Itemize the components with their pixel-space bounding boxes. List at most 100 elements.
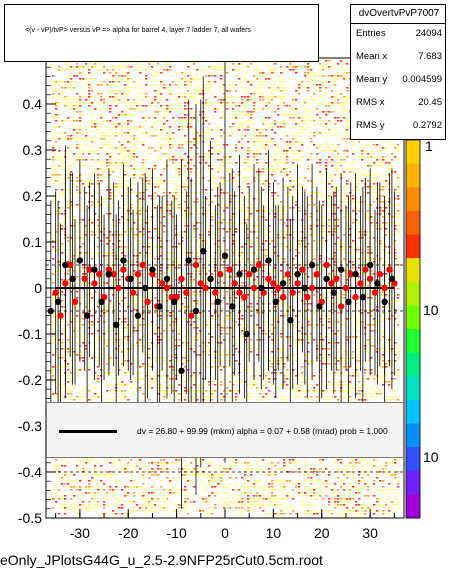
heatmap-cell xyxy=(298,192,301,194)
heatmap-cell xyxy=(298,177,301,179)
heatmap-cell xyxy=(55,138,58,140)
heatmap-cell xyxy=(148,207,151,209)
heatmap-cell xyxy=(265,207,268,209)
heatmap-cell xyxy=(235,276,238,278)
heatmap-cell xyxy=(94,78,97,80)
heatmap-cell xyxy=(88,462,91,464)
heatmap-cell xyxy=(271,96,274,98)
heatmap-cell xyxy=(259,150,262,152)
heatmap-cell xyxy=(250,63,253,65)
heatmap-cell xyxy=(109,168,112,170)
heatmap-cell xyxy=(205,513,208,515)
heatmap-cell xyxy=(124,393,127,395)
heatmap-cell xyxy=(208,138,211,140)
heatmap-cell xyxy=(73,291,76,293)
heatmap-cell xyxy=(94,66,97,68)
heatmap-cell xyxy=(229,390,232,392)
heatmap-cell xyxy=(214,381,217,383)
heatmap-cell xyxy=(274,159,277,161)
heatmap-cell xyxy=(229,168,232,170)
heatmap-cell xyxy=(73,486,76,488)
heatmap-cell xyxy=(121,66,124,68)
heatmap-cell xyxy=(187,345,190,347)
heatmap-cell xyxy=(157,72,160,74)
heatmap-cell xyxy=(109,108,112,110)
heatmap-cell xyxy=(67,480,70,482)
heatmap-cell xyxy=(262,120,265,122)
heatmap-cell xyxy=(61,93,64,95)
heatmap-cell xyxy=(307,477,310,479)
heatmap-cell xyxy=(301,105,304,107)
heatmap-cell xyxy=(214,504,217,506)
heatmap-cell xyxy=(205,360,208,362)
heatmap-cell xyxy=(124,195,127,197)
heatmap-cell xyxy=(307,501,310,503)
heatmap-cell xyxy=(208,228,211,230)
heatmap-cell xyxy=(295,69,298,71)
heatmap-cell xyxy=(79,96,82,98)
heatmap-cell xyxy=(199,207,202,209)
heatmap-cell xyxy=(61,318,64,320)
heatmap-cell xyxy=(211,318,214,320)
heatmap-cell xyxy=(283,237,286,239)
heatmap-cell xyxy=(124,249,127,251)
heatmap-cell xyxy=(166,141,169,143)
heatmap-cell xyxy=(133,309,136,311)
heatmap-cell xyxy=(298,102,301,104)
heatmap-cell xyxy=(184,117,187,119)
heatmap-cell xyxy=(193,228,196,230)
heatmap-cell xyxy=(130,477,133,479)
heatmap-cell xyxy=(205,324,208,326)
heatmap-cell xyxy=(307,225,310,227)
heatmap-cell xyxy=(106,252,109,254)
heatmap-cell xyxy=(136,213,139,215)
heatmap-cell xyxy=(103,81,106,83)
heatmap-cell xyxy=(235,339,238,341)
heatmap-cell xyxy=(76,69,79,71)
heatmap-cell xyxy=(91,78,94,80)
heatmap-cell xyxy=(61,120,64,122)
heatmap-cell xyxy=(298,339,301,341)
heatmap-cell xyxy=(244,261,247,263)
heatmap-cell xyxy=(193,201,196,203)
heatmap-cell xyxy=(172,318,175,320)
heatmap-cell xyxy=(241,222,244,224)
heatmap-cell xyxy=(301,81,304,83)
heatmap-cell xyxy=(88,63,91,65)
heatmap-cell xyxy=(211,327,214,329)
heatmap-cell xyxy=(130,459,133,461)
heatmap-cell xyxy=(301,390,304,392)
heatmap-cell xyxy=(232,111,235,113)
heatmap-cell xyxy=(67,507,70,509)
heatmap-cell xyxy=(199,459,202,461)
heatmap-cell xyxy=(166,489,169,491)
heatmap-cell xyxy=(250,207,253,209)
heatmap-cell xyxy=(76,186,79,188)
heatmap-cell xyxy=(244,222,247,224)
heatmap-cell xyxy=(82,354,85,356)
heatmap-cell xyxy=(310,138,313,140)
heatmap-cell xyxy=(97,393,100,395)
heatmap-cell xyxy=(58,480,61,482)
heatmap-cell xyxy=(208,246,211,248)
heatmap-cell xyxy=(307,168,310,170)
heatmap-cell xyxy=(163,114,166,116)
heatmap-cell xyxy=(142,195,145,197)
heatmap-cell xyxy=(76,120,79,122)
heatmap-cell xyxy=(307,108,310,110)
heatmap-cell xyxy=(76,369,79,371)
heatmap-cell xyxy=(112,225,115,227)
heatmap-cell xyxy=(193,93,196,95)
heatmap-cell xyxy=(79,87,82,89)
heatmap-cell xyxy=(280,81,283,83)
heatmap-cell xyxy=(199,273,202,275)
heatmap-cell xyxy=(271,483,274,485)
heatmap-cell xyxy=(133,126,136,128)
heatmap-cell xyxy=(187,279,190,281)
heatmap-cell xyxy=(265,498,268,500)
heatmap-cell xyxy=(106,345,109,347)
heatmap-cell xyxy=(211,216,214,218)
heatmap-cell xyxy=(52,363,55,365)
heatmap-cell xyxy=(199,390,202,392)
heatmap-cell xyxy=(283,186,286,188)
